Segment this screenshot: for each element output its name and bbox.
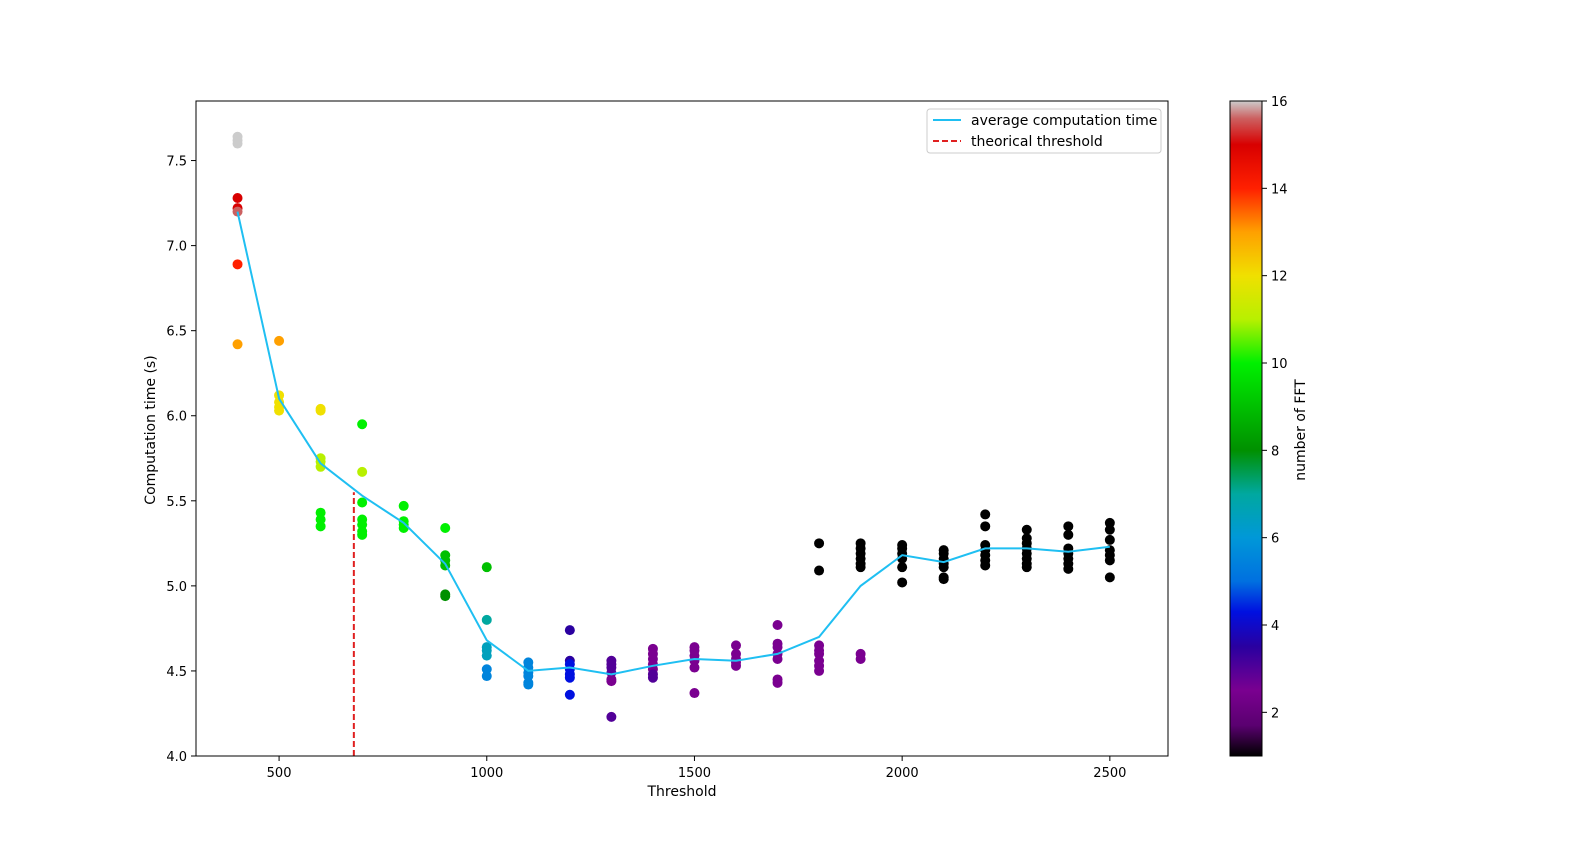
average-line-layer — [236, 211, 1110, 676]
colorbar-tick-label: 6 — [1271, 532, 1279, 547]
colorbar-ticks: 2 4 6 8 10 12 14 16 — [1262, 95, 1288, 721]
scatter-point — [897, 562, 908, 573]
legend: average computation time theorical thres… — [926, 108, 1162, 154]
scatter-point — [1021, 562, 1032, 573]
scatter-point — [772, 654, 783, 665]
scatter-point — [980, 509, 991, 520]
legend-box — [926, 108, 1162, 154]
scatter-point — [523, 679, 534, 690]
x-axis: 500 1000 1500 2000 2500 — [267, 756, 1126, 781]
scatter-point — [274, 335, 285, 346]
y-tick-label: 5.0 — [166, 580, 187, 595]
scatter-point — [315, 405, 326, 416]
scatter-point — [689, 662, 700, 673]
scatter-point — [897, 577, 908, 588]
scatter-point — [357, 497, 368, 508]
colorbar: 2 4 6 8 10 12 14 16 number of FFT — [1229, 95, 1309, 757]
colorbar-tick-label: 8 — [1271, 444, 1279, 459]
scatter-point — [481, 671, 492, 682]
y-tick-label: 7.0 — [166, 240, 187, 255]
scatter-point — [564, 672, 575, 683]
scatter-point — [481, 650, 492, 661]
scatter-point — [606, 676, 617, 687]
y-axis-label: Computation time (s) — [143, 355, 159, 504]
scatter-point — [731, 640, 741, 651]
scatter-point — [980, 560, 991, 571]
scatter-point — [814, 665, 825, 676]
scatter-point — [1104, 534, 1115, 545]
colorbar-tick-label: 12 — [1271, 270, 1288, 285]
y-tick-label: 6.5 — [166, 325, 187, 340]
scatter-point — [481, 614, 492, 625]
y-tick-label: 4.5 — [166, 665, 187, 680]
scatter-point — [855, 562, 866, 573]
x-tick-label: 1000 — [470, 766, 503, 781]
legend-label-threshold: theorical threshold — [971, 134, 1103, 150]
scatter-point — [772, 620, 783, 630]
scatter-point — [938, 562, 949, 573]
scatter-point — [814, 565, 825, 576]
scatter-point — [938, 574, 949, 585]
scatter-point — [980, 521, 991, 532]
scatter-point — [315, 521, 326, 532]
plot-content — [232, 131, 1115, 756]
scatter-point — [1104, 572, 1115, 583]
scatter-point — [232, 138, 243, 149]
colorbar-tick-label: 4 — [1271, 619, 1279, 634]
y-tick-label: 4.0 — [166, 750, 187, 765]
scatter-point — [564, 625, 575, 636]
y-tick-label: 7.5 — [166, 155, 187, 170]
x-tick-label: 1500 — [678, 766, 711, 781]
scatter-point — [232, 259, 243, 270]
scatter-point — [647, 672, 658, 683]
scatter-point — [232, 206, 243, 217]
scatter-point — [1063, 529, 1074, 540]
scatter-point — [232, 192, 243, 203]
scatter-point — [1104, 555, 1115, 566]
colorbar-tick-label: 2 — [1271, 706, 1279, 721]
scatter-point — [606, 711, 617, 722]
plot-area — [196, 101, 1168, 756]
colorbar-tick-label: 16 — [1271, 95, 1288, 110]
scatter-point — [357, 419, 368, 430]
plot-frame — [195, 100, 1169, 757]
scatter-point — [814, 538, 825, 549]
scatter-point — [855, 654, 866, 665]
scatter-point — [689, 688, 700, 699]
scatter-point — [1104, 524, 1115, 535]
x-axis-label: Threshold — [647, 784, 717, 800]
scatter-point — [772, 677, 783, 688]
scatter-point — [564, 689, 575, 700]
y-tick-label: 6.0 — [166, 410, 187, 425]
average-line — [236, 211, 1110, 676]
scatter-point — [440, 591, 451, 602]
y-tick-label: 5.5 — [166, 495, 187, 510]
points-layer — [232, 131, 1115, 722]
scatter-point — [274, 405, 285, 416]
scatter-point — [481, 562, 492, 573]
scatter-point — [1063, 563, 1074, 574]
x-tick-label: 500 — [267, 766, 292, 781]
colorbar-label: number of FFT — [1293, 379, 1309, 481]
x-tick-label: 2000 — [886, 766, 919, 781]
scatter-point — [357, 466, 368, 477]
colorbar-tick-label: 14 — [1271, 182, 1288, 197]
scatter-point — [357, 529, 368, 540]
colorbar-tick-label: 10 — [1271, 357, 1288, 372]
scatter-point — [232, 339, 243, 350]
scatter-point — [1021, 524, 1032, 535]
scatter-point — [440, 523, 451, 534]
scatter-point — [398, 523, 409, 534]
scatter-point — [1063, 521, 1074, 532]
scatter-point — [398, 500, 409, 511]
scatter-point — [731, 660, 741, 671]
colorbar-gradient — [1229, 100, 1263, 757]
y-axis: 4.0 4.5 5.0 5.5 6.0 6.5 7.0 7.5 — [166, 155, 196, 765]
legend-label-average: average computation time — [971, 113, 1157, 129]
x-tick-label: 2500 — [1093, 766, 1126, 781]
